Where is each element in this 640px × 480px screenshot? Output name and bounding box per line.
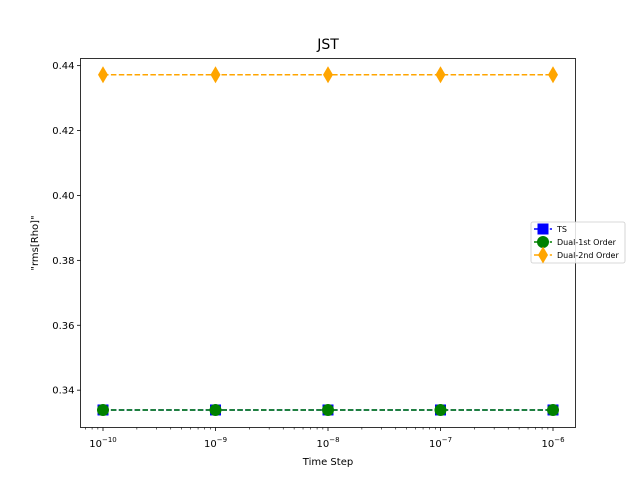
data-point [434, 403, 447, 416]
data-point [548, 66, 558, 84]
y-tick-label: 0.44 [52, 61, 74, 72]
series-diamond [98, 66, 558, 84]
data-point [547, 403, 559, 416]
x-tick-label: 10−6 [541, 436, 565, 450]
x-axis-ticks: 10−10 10−9 10−8 10−7 10−6 [85, 427, 565, 450]
legend: TS Dual-1st Order Dual-2nd Order [530, 221, 626, 264]
legend-label: Dual-1st Order [557, 238, 617, 247]
legend-marker [538, 246, 548, 264]
x-axis-label: Time Step [302, 457, 353, 468]
legend-label: Dual-2nd Order [557, 251, 619, 260]
data-point [98, 66, 108, 84]
data-point [323, 66, 333, 84]
legend-entry: TS [534, 223, 567, 235]
y-axis-label: "rms[Rho]" [30, 215, 41, 270]
data-point [209, 403, 222, 416]
chart-title: JST [316, 37, 339, 53]
legend-marker [537, 223, 549, 235]
y-tick-label: 0.36 [52, 321, 74, 332]
x-tick-label: 10−8 [316, 436, 339, 450]
legend-box [530, 221, 626, 264]
data-point [435, 66, 446, 84]
y-tick-label: 0.42 [52, 126, 74, 137]
data-point [97, 403, 109, 416]
y-tick-label: 0.40 [52, 191, 74, 202]
series-circle [97, 403, 559, 416]
x-tick-label: 10−10 [89, 436, 117, 450]
legend-label: TS [556, 225, 567, 234]
data-point [322, 403, 334, 416]
y-tick-label: 0.34 [52, 386, 74, 397]
legend-entry: Dual-2nd Order [534, 246, 619, 264]
series-layer [97, 66, 559, 416]
x-tick-label: 10−7 [429, 436, 452, 450]
y-tick-label: 0.38 [52, 256, 74, 267]
data-point [210, 66, 221, 84]
y-axis-ticks: 0.34 0.36 0.38 0.40 0.42 0.44 [52, 61, 81, 397]
legend-entry: Dual-1st Order [534, 236, 617, 248]
x-tick-label: 10−9 [204, 436, 227, 450]
legend-marker [537, 236, 549, 248]
